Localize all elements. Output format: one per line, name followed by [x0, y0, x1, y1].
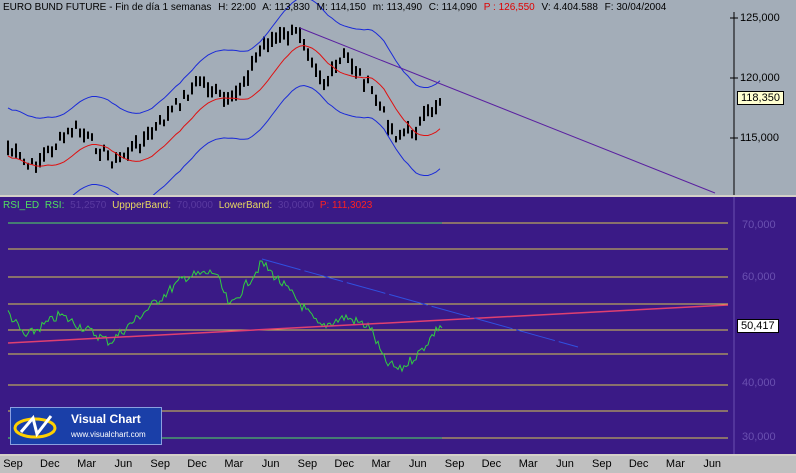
panel-divider[interactable]	[0, 195, 796, 197]
bollinger-lower-band	[72, 84, 441, 195]
upper-band-label: UppperBand:	[112, 200, 172, 211]
visual-chart-logo: Visual Chart www.visualchart.com	[10, 407, 162, 445]
time-axis-label: Jun	[261, 458, 280, 470]
ask-readout: A: 113,830	[262, 2, 310, 13]
rsi-tick-label: 40,000	[742, 377, 776, 389]
logo-url: www.visualchart.com	[71, 430, 146, 439]
time-axis-label: Sep	[444, 458, 465, 470]
time-axis-label: Mar	[224, 458, 244, 470]
time-axis-label: Sep	[150, 458, 170, 470]
volume-readout: V: 4.404.588	[541, 2, 598, 13]
time-axis-label: Dec	[334, 458, 354, 470]
rsi-support-trendline	[7, 304, 729, 344]
close-readout: C: 114,090	[428, 2, 477, 13]
rsi-chart-canvas	[7, 197, 735, 454]
time-axis-label: Dec	[481, 458, 502, 470]
upper-band-value: 70,0000	[176, 200, 213, 211]
time-axis-label: Sep	[592, 458, 612, 470]
time-axis-label: Mar	[77, 458, 97, 470]
time-axis-label: Sep	[297, 458, 318, 470]
min-readout: m: 113,490	[372, 2, 423, 13]
instrument-title: EURO BUND FUTURE - Fin de día 1 semanas	[3, 2, 212, 13]
time-axis-label: Dec	[40, 458, 60, 470]
rsi-tick-label: 60,000	[742, 271, 776, 283]
time-axis[interactable]: Sep Dec Mar Jun Sep Dec Mar Jun Sep Dec Mar Jun Sep D…	[0, 456, 796, 473]
trendline	[299, 27, 716, 194]
rsi-header: RSI_ED RSI: 51,2570 UppperBand: 70,0000 …	[3, 200, 375, 211]
time-axis-label: Dec	[187, 458, 207, 470]
bollinger-upper-band	[7, 0, 441, 119]
time-axis-label: Jun	[703, 458, 722, 470]
price-tick-label: 120,000	[740, 72, 780, 84]
price-tick-label: 115,000	[740, 132, 779, 144]
p-readout: P : 126,550	[483, 2, 535, 13]
price-chart-panel[interactable]: EURO BUND FUTURE - Fin de día 1 semanas …	[0, 0, 796, 195]
max-readout: M: 114,150	[316, 2, 366, 13]
rsi-tick-label: 70,000	[742, 219, 776, 231]
logo-title: Visual Chart	[71, 412, 141, 426]
time-axis-label: Sep	[3, 458, 23, 470]
p-label: P: 111,3023	[319, 200, 373, 211]
date-readout: F: 30/04/2004	[604, 2, 667, 13]
rsi-value: 51,2570	[70, 200, 107, 211]
rsi-resistance-trendline	[261, 258, 579, 348]
rsi-indicator-label: RSI_ED	[3, 200, 40, 211]
time-axis-label: Mar	[518, 458, 538, 470]
time-axis-label: Mar	[665, 458, 685, 470]
time-axis-label: Jun	[408, 458, 427, 470]
time-axis-label: Mar	[371, 458, 391, 470]
rsi-line	[7, 260, 443, 373]
axis-divider	[0, 454, 796, 456]
current-rsi-badge: 50,417	[737, 319, 779, 333]
price-chart-canvas	[7, 0, 738, 195]
rsi-name: RSI:	[44, 200, 65, 211]
price-header: EURO BUND FUTURE - Fin de día 1 semanas …	[3, 2, 670, 13]
high-readout: H: 22:00	[218, 2, 256, 13]
lower-band-label: LowerBand:	[218, 200, 273, 211]
logo-swoosh-icon	[13, 414, 57, 439]
time-axis-label: Jun	[114, 458, 133, 470]
moving-average-line	[7, 44, 441, 167]
time-axis-label: Dec	[628, 458, 649, 470]
current-price-badge: 118,350	[737, 91, 784, 105]
lower-band-value: 30,0000	[277, 200, 315, 211]
rsi-tick-label: 30,000	[742, 431, 776, 443]
time-axis-label: Jun	[556, 458, 574, 470]
price-tick-label: 125,000	[740, 12, 780, 24]
